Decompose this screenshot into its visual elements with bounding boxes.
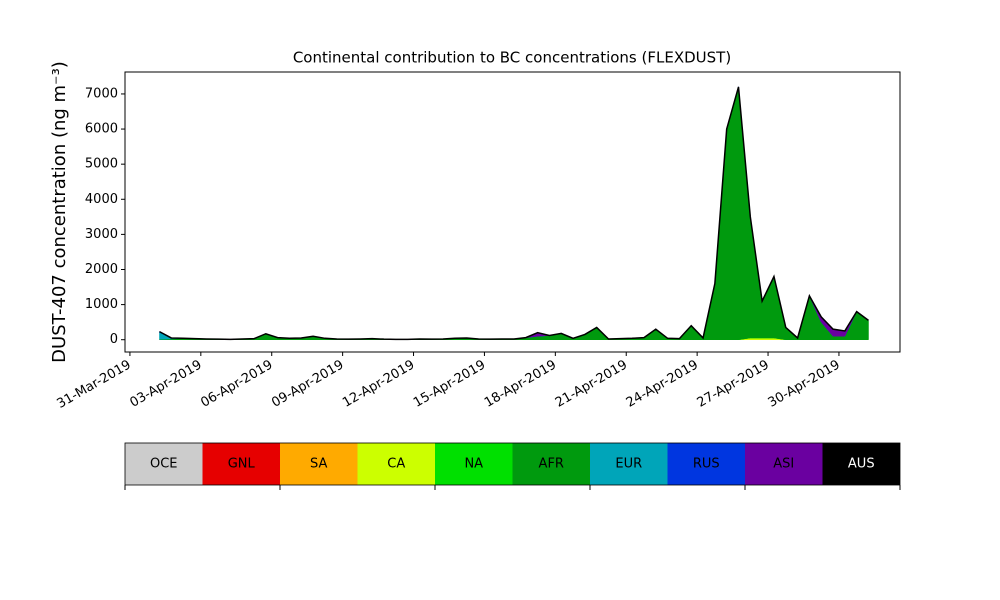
x-tick-label: 12-Apr-2019 <box>340 358 417 411</box>
legend-label: NA <box>464 457 483 472</box>
legend-swatch <box>590 443 668 485</box>
y-tick-label: 7000 <box>85 86 118 101</box>
legend-label: OCE <box>150 457 178 472</box>
x-tick-label: 15-Apr-2019 <box>411 358 488 411</box>
legend-swatch <box>125 443 203 485</box>
legend-label: ASI <box>773 457 794 472</box>
y-tick-label: 6000 <box>85 122 118 137</box>
legend-swatch <box>357 443 435 485</box>
legend-label: AFR <box>539 457 564 472</box>
legend-label: SA <box>310 457 327 472</box>
y-axis-label: DUST-407 concentration (ng m⁻³) <box>49 61 70 363</box>
legend-swatch <box>435 443 513 485</box>
legend-swatch <box>512 443 590 485</box>
legend-swatch <box>202 443 280 485</box>
axes-frame <box>124 71 901 353</box>
x-tick-label: 18-Apr-2019 <box>482 358 559 411</box>
y-tick-label: 3000 <box>85 227 118 242</box>
x-tick-label: 03-Apr-2019 <box>127 358 204 411</box>
legend: OCE GNL SA CA NA AFR EUR RUS ASI AUS <box>124 442 901 490</box>
x-tick-label: 24-Apr-2019 <box>624 358 701 411</box>
x-tick-label: 21-Apr-2019 <box>553 358 630 411</box>
y-tick-label: 0 <box>110 332 118 347</box>
x-tick-label: 06-Apr-2019 <box>198 358 275 411</box>
y-tick-label: 4000 <box>85 192 118 207</box>
legend-label: EUR <box>615 457 642 472</box>
legend-label: RUS <box>693 457 720 472</box>
legend-swatch <box>280 443 358 485</box>
legend-swatch <box>822 443 900 485</box>
legend-swatch <box>745 443 823 485</box>
area <box>159 86 869 341</box>
chart-title: Continental contribution to BC concentra… <box>293 49 731 67</box>
legend-label: GNL <box>228 457 256 472</box>
legend-swatch <box>667 443 745 485</box>
x-tick-label: 09-Apr-2019 <box>269 358 346 411</box>
legend-label: CA <box>387 457 405 472</box>
y-tick-label: 1000 <box>85 297 118 312</box>
y-tick-label: 5000 <box>85 157 118 172</box>
legend-frame <box>124 442 901 486</box>
y-tick-label: 2000 <box>85 262 118 277</box>
x-tick-label: 31-Mar-2019 <box>55 358 134 412</box>
plot-area <box>159 86 869 341</box>
x-tick-label: 27-Apr-2019 <box>695 358 772 411</box>
legend-label: AUS <box>848 457 875 472</box>
x-tick-label: 30-Apr-2019 <box>766 358 843 411</box>
